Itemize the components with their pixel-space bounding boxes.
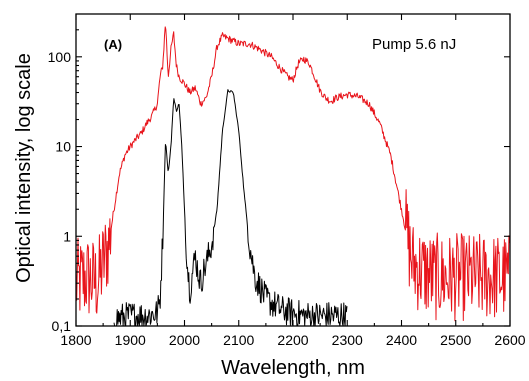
x-tick-label: 2200 <box>277 332 308 348</box>
pump-annotation: Pump 5.6 nJ <box>372 36 456 53</box>
black-spectrum-line <box>113 89 348 327</box>
series-layer <box>75 26 511 327</box>
x-tick-label: 2400 <box>386 332 417 348</box>
red-spectrum-line <box>75 26 511 322</box>
tick-layer: 1800 1900 2000 2100 2200 2300 2400 2500 2600 0,1 1… <box>48 14 526 348</box>
x-tick-label: 2000 <box>169 332 200 348</box>
y-tick-label: 10 <box>55 139 71 155</box>
y-axis-title: Optical intensity, log scale <box>13 53 35 283</box>
y-tick-label: 0,1 <box>52 318 72 334</box>
x-tick-label: 2300 <box>332 332 363 348</box>
x-tick-label: 1900 <box>115 332 146 348</box>
y-tick-label: 100 <box>48 49 72 65</box>
panel-label: (A) <box>104 37 122 52</box>
x-tick-label: 1800 <box>60 332 91 348</box>
x-tick-label: 2600 <box>494 332 525 348</box>
x-tick-label: 2500 <box>440 332 471 348</box>
y-tick-label: 1 <box>63 228 71 244</box>
x-axis-title: Wavelength, nm <box>221 357 365 379</box>
x-tick-label: 2100 <box>223 332 254 348</box>
plot-background <box>76 14 510 326</box>
